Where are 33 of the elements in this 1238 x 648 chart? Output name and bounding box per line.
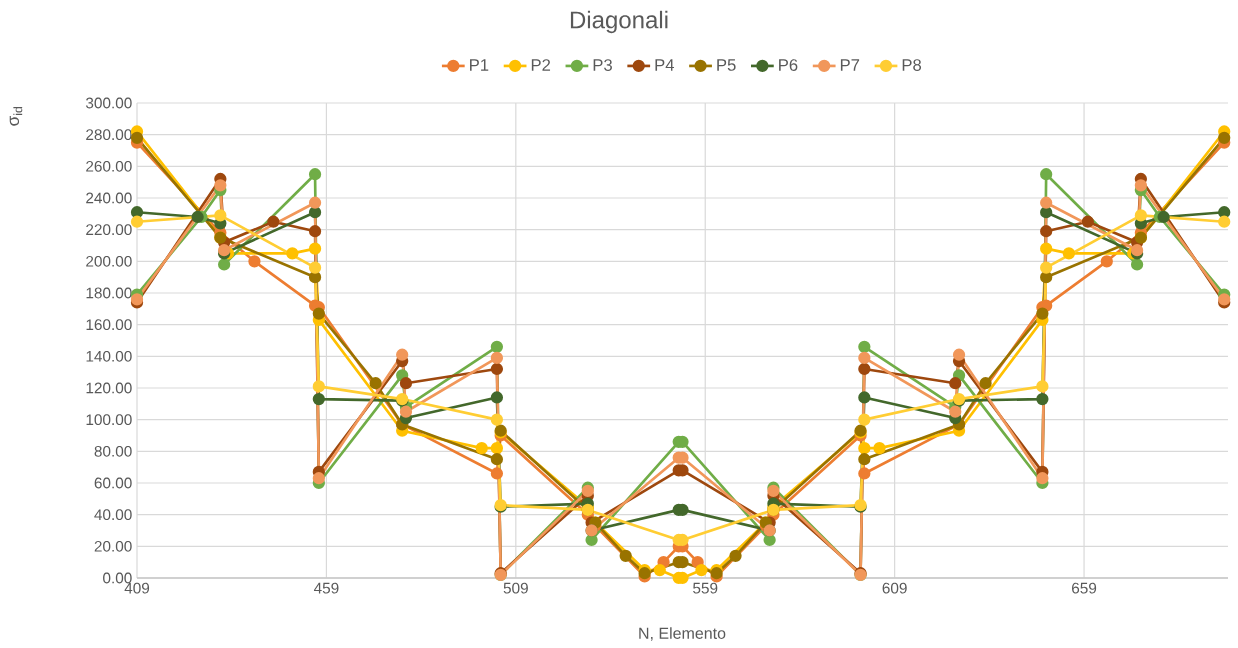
chart-title: Diagonali (570, 10, 668, 34)
x-tick-label: 409 (124, 582, 150, 594)
y-axis-title: σ$_{id}$ (9, 107, 23, 126)
y-tick-label: 260.00 (86, 160, 132, 172)
y-tick-label: 200.00 (86, 255, 132, 267)
x-tick-label: 609 (882, 582, 907, 594)
y-tick-label: 20.00 (94, 540, 132, 552)
legend-label: P6 (779, 59, 798, 71)
legend-label: P1 (470, 59, 489, 71)
legend-label: P7 (840, 59, 860, 71)
legend-label: P8 (902, 59, 922, 71)
y-tick-label: 300.00 (85, 97, 132, 109)
y-tick-label: 240.00 (86, 192, 132, 204)
y-tick-label: 280.00 (86, 129, 132, 141)
legend-label: P5 (717, 59, 736, 71)
legend-label: P2 (531, 59, 551, 71)
y-tick-label: 120.00 (86, 382, 132, 394)
y-tick-label: 180.00 (86, 287, 132, 299)
y-tick-label: 220.00 (86, 224, 132, 236)
x-tick-label: 509 (503, 582, 528, 594)
y-tick-label: 80.00 (94, 445, 132, 457)
y-tick-label: 60.00 (94, 477, 132, 489)
y-tick-label: 40.00 (94, 509, 132, 521)
y-tick-label: 100.00 (86, 414, 132, 426)
x-axis-title: N, Elemento (639, 627, 726, 641)
x-tick-label: 659 (1072, 582, 1097, 594)
x-tick-label: 459 (313, 582, 339, 594)
y-tick-label: 0.00 (103, 572, 132, 584)
x-tick-label: 559 (693, 582, 718, 594)
legend-label: P3 (593, 59, 612, 71)
y-tick-label: 160.00 (86, 319, 132, 331)
y-tick-label: 140.00 (86, 350, 132, 362)
legend-label: P4 (655, 59, 675, 71)
